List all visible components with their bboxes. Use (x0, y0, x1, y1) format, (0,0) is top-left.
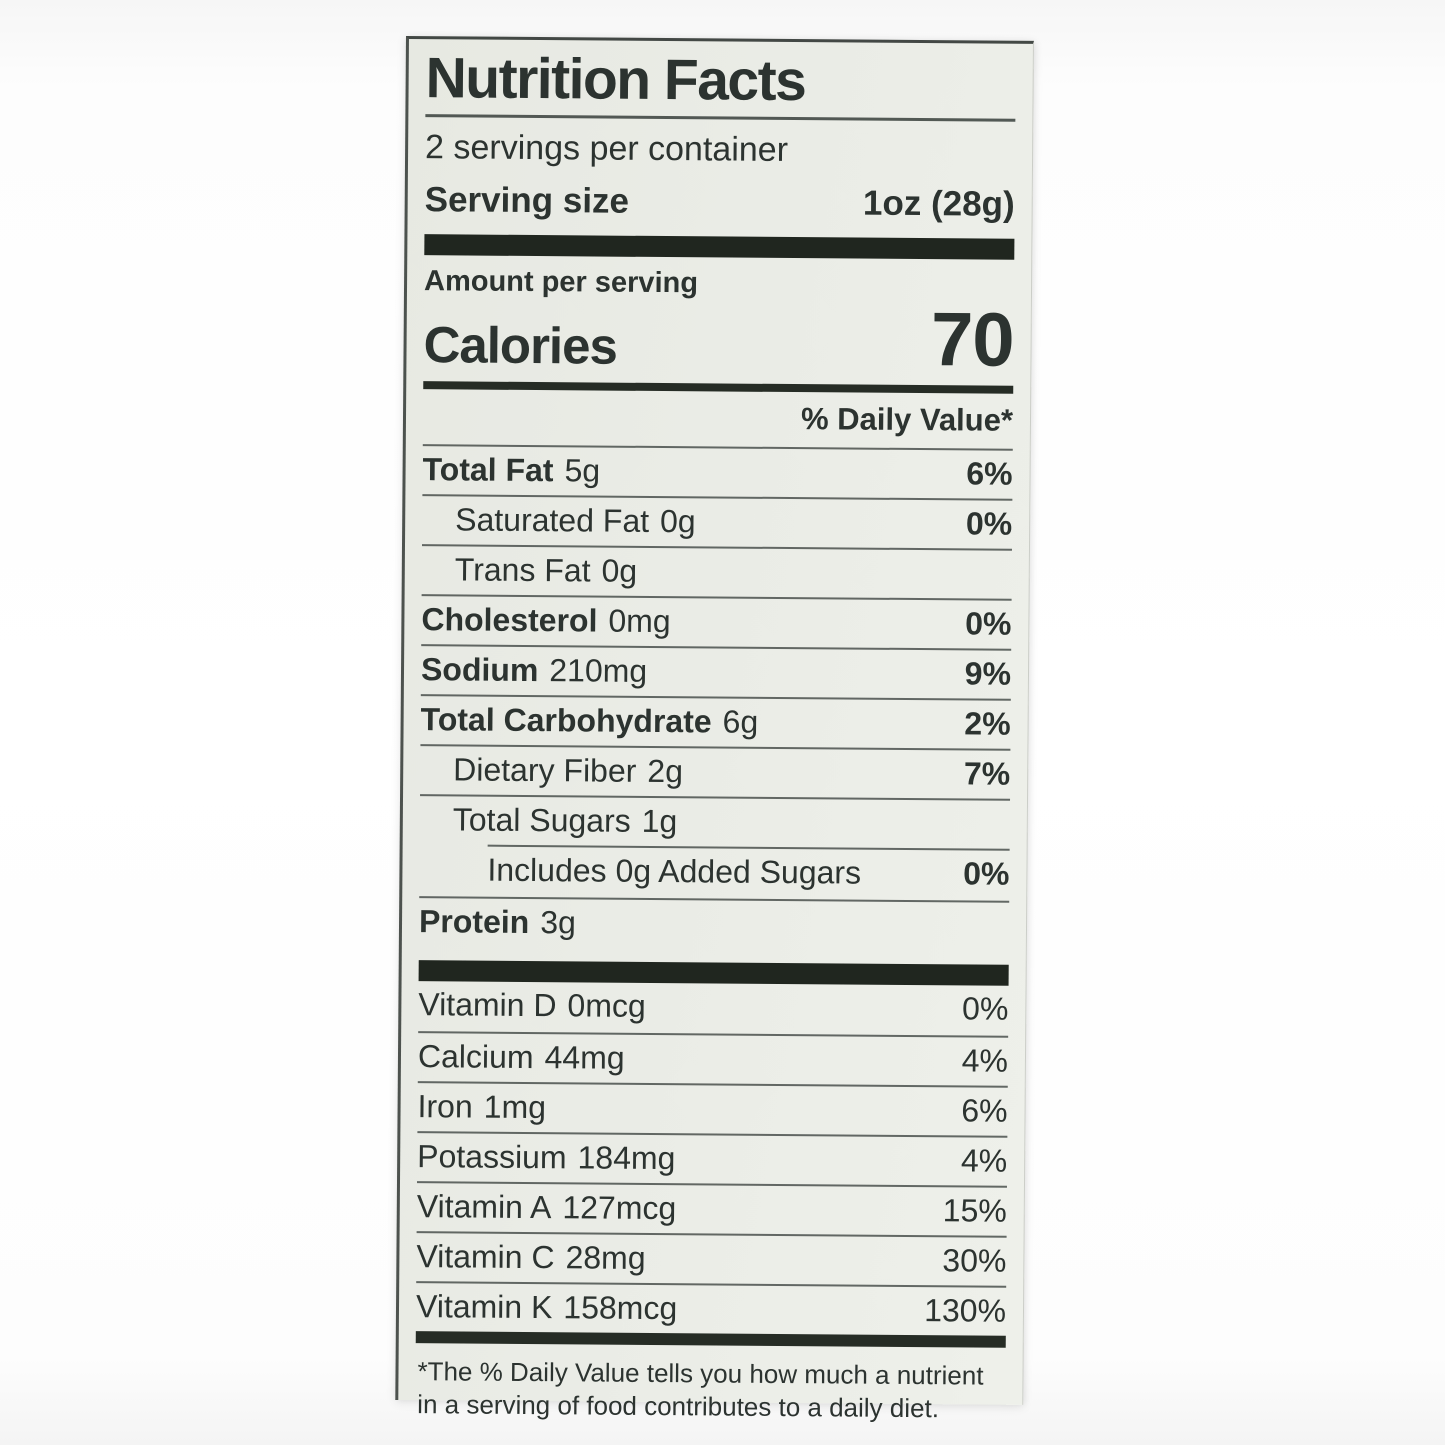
nutrient-row: Total Carbohydrate 6g 2% (420, 693, 1011, 749)
nutrient-row: Iron 1mg 6% (417, 1080, 1008, 1136)
nutrient-daily-value: 15% (942, 1191, 1007, 1229)
serving-size-value: 1oz (28g) (862, 184, 1015, 225)
nutrient-amount: 0mcg (567, 986, 646, 1024)
nutrient-row: Potassium 184mg 4% (417, 1130, 1008, 1186)
nutrient-row: Vitamin A 127mcg 15% (416, 1180, 1007, 1236)
nutrient-daily-value: 0% (961, 990, 1009, 1027)
macronutrient-rows: Total Fat 5g 6% Saturated Fat 0g 0% Tran… (418, 443, 1013, 951)
nutrient-row: Calcium 44mg 4% (417, 1030, 1009, 1086)
nutrient-name: Vitamin K (415, 1287, 553, 1325)
nutrient-amount: 1mg (483, 1088, 547, 1125)
nutrient-name: Includes 0g Added Sugars (487, 851, 862, 891)
nutrient-name: Vitamin D (418, 985, 557, 1023)
nutrient-daily-value: 0% (963, 855, 1010, 892)
micronutrient-rows: Vitamin D 0mcg 0% Calcium 44mg 4% Iron 1… (415, 981, 1009, 1336)
nutrient-row: Sodium 210mg 9% (420, 643, 1012, 699)
nutrient-name: Iron (417, 1087, 473, 1125)
nutrient-name: Total Sugars (452, 801, 631, 839)
nutrient-name: Dietary Fiber (453, 751, 637, 789)
nutrient-row: Vitamin D 0mcg 0% (418, 981, 1008, 1036)
thick-separator-top (424, 234, 1015, 261)
nutrient-name: Saturated Fat (455, 501, 650, 539)
serving-size-label: Serving size (424, 180, 630, 222)
nutrient-row: Vitamin K 158mcg 130% (415, 1280, 1007, 1336)
nutrient-row: Protein 3g (418, 895, 1010, 951)
nutrient-name: Vitamin C (416, 1237, 555, 1275)
nutrient-amount: 0mg (608, 602, 671, 639)
nutrient-row: Total Fat 5g 6% (422, 443, 1013, 499)
nutrient-daily-value: 4% (960, 1142, 1008, 1179)
nutrient-daily-value: 130% (924, 1291, 1007, 1329)
nutrient-row: Trans Fat 0g (421, 543, 1012, 599)
amount-per-serving-label: Amount per serving (423, 265, 699, 300)
nutrient-name: Cholesterol (421, 600, 598, 639)
nutrient-row: Includes 0g Added Sugars 0% (419, 846, 1009, 901)
nutrient-name: Sodium (420, 650, 539, 688)
nutrient-amount: 2g (647, 752, 684, 789)
calories-row: Calories 70 (423, 297, 1014, 384)
nutrient-daily-value: 4% (961, 1042, 1009, 1079)
calories-value: 70 (930, 297, 1014, 384)
nutrient-row: Total Sugars 1g (419, 793, 1011, 849)
nutrient-name: Potassium (417, 1137, 567, 1175)
nutrient-daily-value: 2% (964, 705, 1011, 742)
nutrient-amount: 1g (641, 802, 678, 839)
nutrient-daily-value: 30% (942, 1241, 1007, 1279)
nutrient-daily-value: 6% (966, 455, 1013, 492)
nutrient-daily-value: 0% (965, 605, 1012, 642)
nutrient-row: Dietary Fiber 2g 7% (420, 743, 1011, 799)
nutrient-amount: 127mcg (562, 1188, 677, 1226)
nutrient-daily-value: 9% (964, 655, 1012, 692)
nutrient-name: Trans Fat (454, 551, 591, 589)
nutrient-name: Vitamin A (416, 1187, 552, 1225)
daily-value-footnote: *The % Daily Value tells you how much a … (417, 1355, 984, 1424)
nutrient-amount: 3g (540, 903, 577, 941)
calories-label: Calories (423, 315, 618, 375)
nutrition-facts-label: Nutrition Facts 2 servings per container… (395, 36, 1034, 1423)
nutrient-row: Saturated Fat 0g 0% (422, 493, 1013, 549)
nutrient-daily-value: 6% (961, 1092, 1008, 1129)
nutrient-amount: 6g (722, 703, 759, 740)
nutrient-daily-value: 7% (963, 755, 1011, 792)
daily-value-header: % Daily Value* (800, 400, 1014, 438)
nutrient-amount: 44mg (544, 1038, 625, 1076)
nutrient-daily-value: 0% (965, 505, 1013, 542)
nutrient-name: Total Carbohydrate (420, 700, 712, 740)
nutrient-row: Cholesterol 0mg 0% (421, 593, 1012, 649)
nutrient-amount: 28mg (565, 1238, 646, 1276)
nutrient-amount: 210mg (549, 651, 648, 689)
servings-per-container: 2 servings per container (424, 127, 789, 169)
nutrient-name: Calcium (417, 1037, 534, 1075)
nutrient-name: Protein (418, 902, 530, 940)
nutrient-amount: 184mg (577, 1139, 676, 1176)
label-title: Nutrition Facts (425, 46, 806, 114)
nutrient-amount: 5g (564, 451, 601, 489)
title-divider (425, 113, 1016, 122)
nutrient-amount: 158mcg (563, 1288, 678, 1326)
nutrient-name: Total Fat (422, 450, 554, 488)
nutrient-row: Vitamin C 28mg 30% (416, 1230, 1007, 1286)
serving-size-row: Serving size 1oz (28g) (425, 181, 1015, 226)
nutrient-amount: 0g (601, 552, 638, 589)
nutrient-amount: 0g (659, 502, 696, 539)
